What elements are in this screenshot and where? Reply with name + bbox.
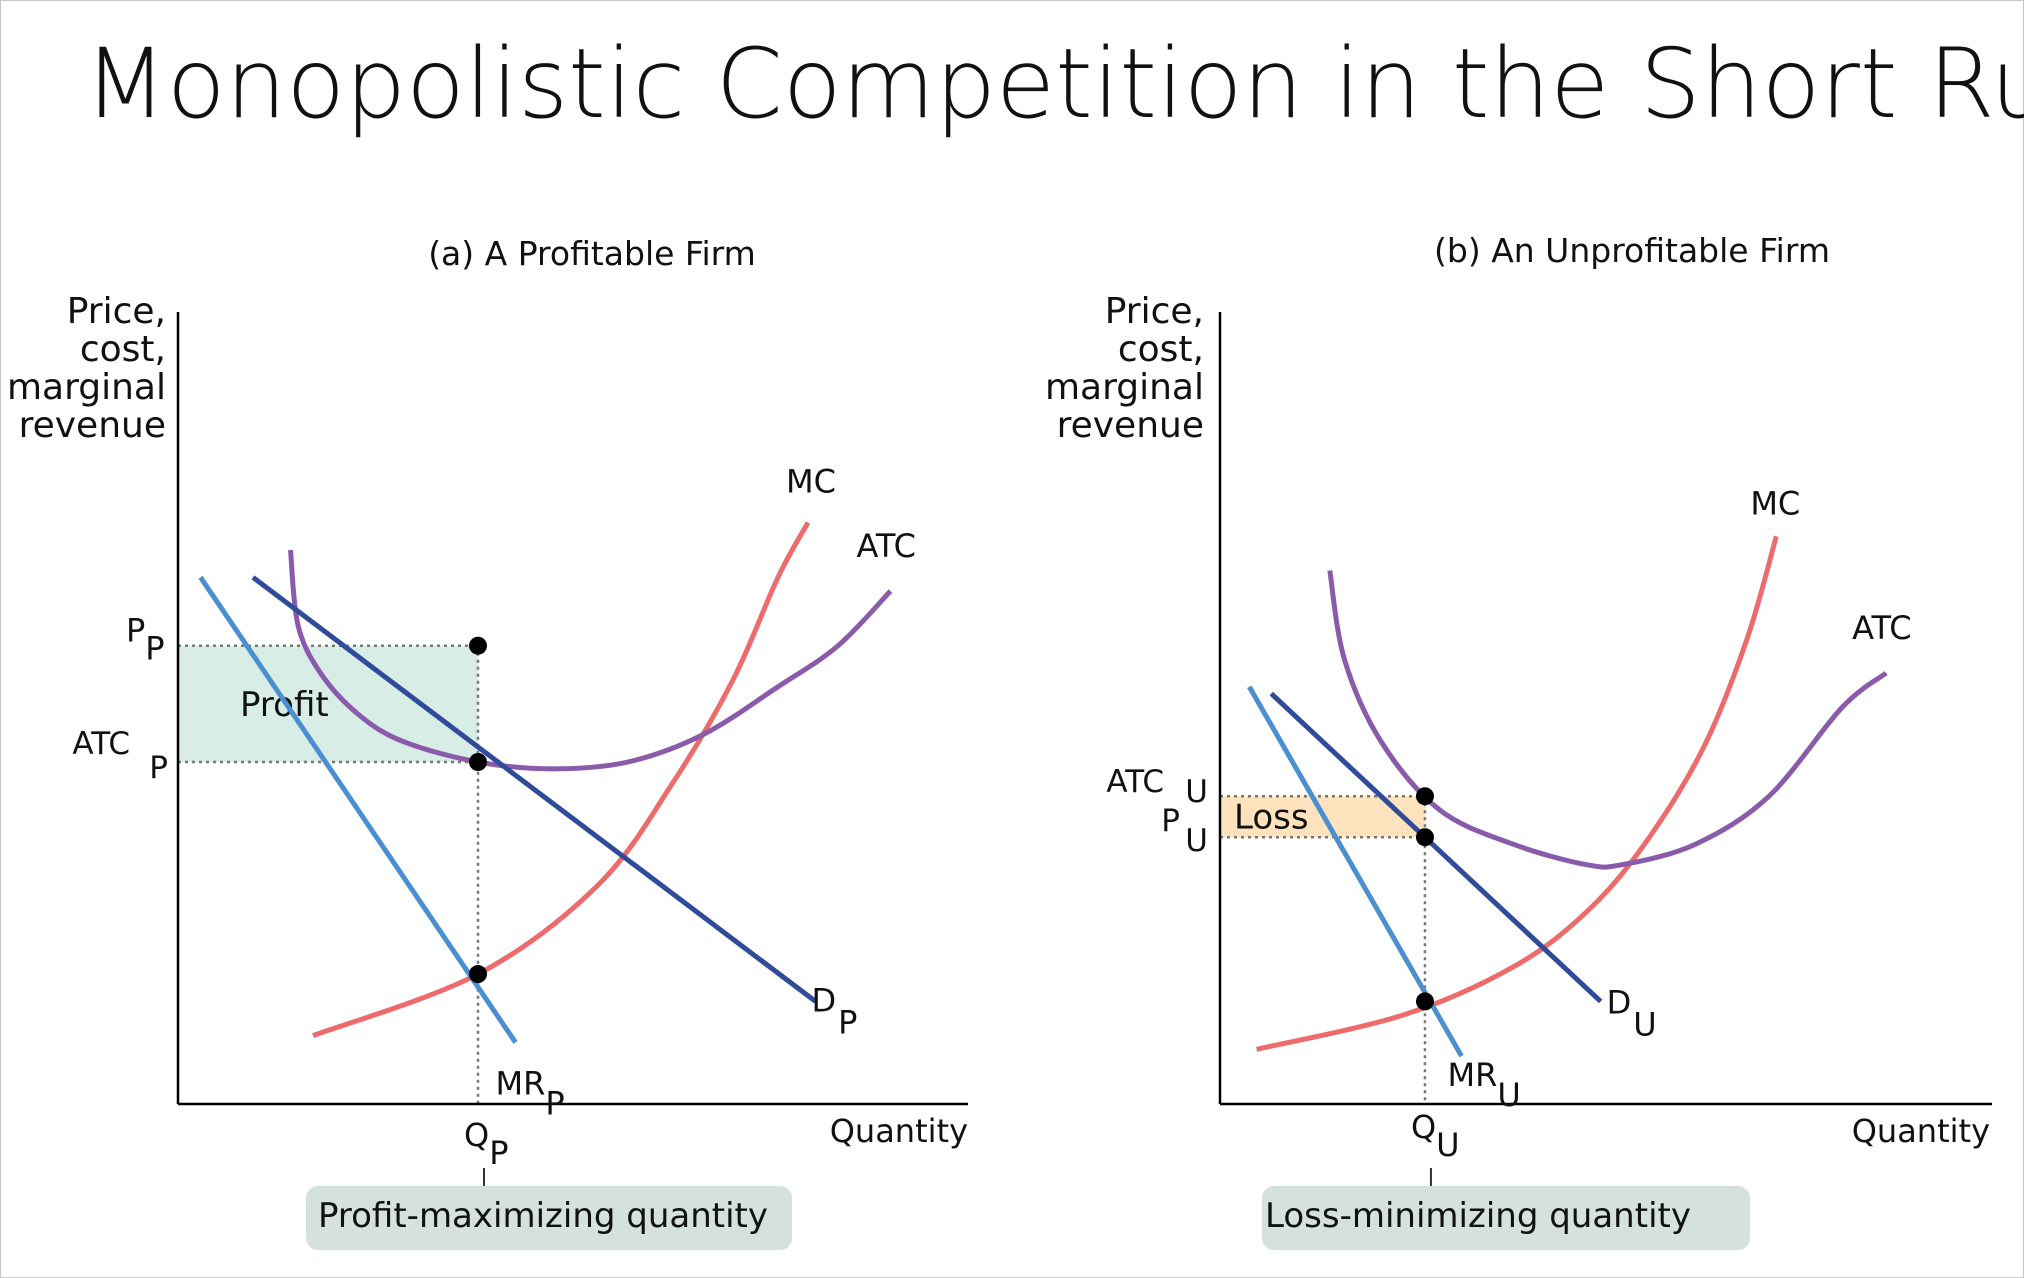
page-title: Monopolistic Competition in the Short Ru… [84,28,2024,140]
chart-title: (a) A Profitable Firm [428,234,756,273]
atc-label: ATC [857,527,916,565]
y-axis-label: marginal [7,367,166,408]
y-tick-sub: U [1185,774,1208,810]
x-tick-label: QU [1411,1108,1460,1164]
profit-region [178,645,478,762]
y-tick-label: ATC [1106,764,1164,800]
y-axis-label: cost, [1118,329,1204,370]
y-axis-label: Price, [67,291,166,332]
callout-label: Loss-minimizing quantity [1265,1196,1691,1236]
atc-curve [1327,570,1888,870]
atc-curve [288,549,893,772]
demand-curve [1269,691,1603,1004]
y-tick-label: ATC [72,726,130,762]
callout-box [306,1186,792,1250]
equilibrium-point [1415,992,1434,1011]
callout-box [1262,1186,1750,1250]
y-tick-sub: U [1185,823,1208,859]
y-axis-label: cost, [80,329,166,370]
mr-curve [198,575,518,1044]
mr-label: MRU [1448,1056,1521,1114]
equilibrium-point [469,636,487,655]
equilibrium-point [1415,828,1434,847]
mc-curve [1256,535,1779,1052]
mr-label: MRP [496,1064,565,1122]
callout-label: Profit-maximizing quantity [318,1196,768,1236]
equilibrium-point [469,753,487,771]
demand-label: DU [1607,983,1657,1043]
y-tick-label: PP [126,612,165,668]
y-tick-label: P [1161,803,1180,839]
y-axis-label: revenue [1057,405,1204,446]
equilibrium-point [469,965,487,984]
x-axis-label: Quantity [1852,1112,1990,1150]
atc-label: ATC [1852,609,1911,647]
equilibrium-point [1415,787,1434,806]
mc-label: MC [786,463,836,501]
y-axis-label: revenue [19,405,166,446]
demand-label: DP [812,981,858,1041]
x-tick-label: QP [464,1116,508,1172]
mc-label: MC [1750,484,1800,522]
mc-curve [312,521,811,1038]
x-axis-label: Quantity [830,1112,968,1150]
y-axis-label: Price, [1105,291,1204,332]
y-axis-label: marginal [1045,367,1204,408]
chart-title: (b) An Unprofitable Firm [1434,231,1830,270]
y-tick-sub: P [149,750,168,786]
demand-curve [251,575,818,1004]
loss-label: Loss [1234,798,1309,838]
